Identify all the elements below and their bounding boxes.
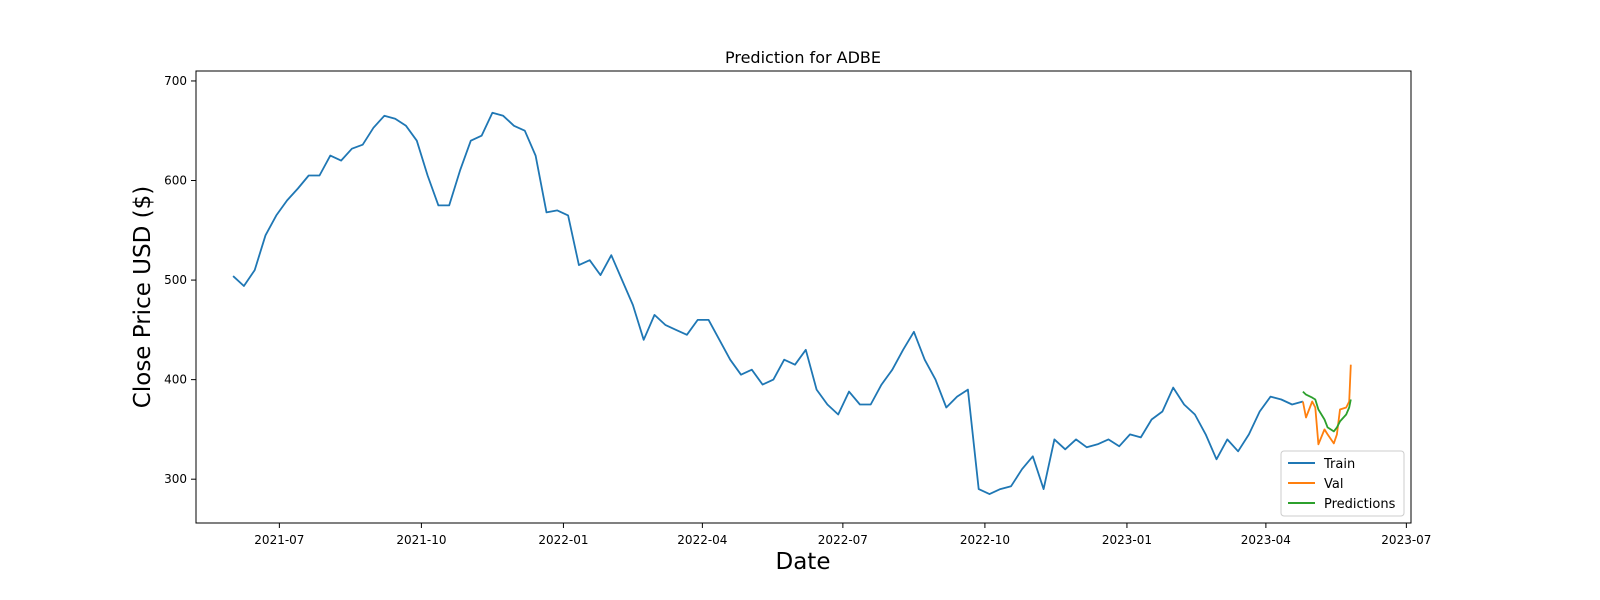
x-tick-label: 2022-10 (960, 533, 1010, 547)
x-tick-label: 2022-01 (538, 533, 588, 547)
x-tick-label: 2021-10 (396, 533, 446, 547)
y-axis-label: Close Price USD ($) (130, 186, 156, 408)
y-tick-label: 300 (164, 472, 187, 486)
legend-box (1280, 450, 1405, 517)
x-tick-label: 2023-07 (1381, 533, 1431, 547)
chart-title: Prediction for ADBE (725, 48, 881, 67)
x-tick-label: 2023-01 (1102, 533, 1152, 547)
y-tick-label: 600 (164, 174, 187, 188)
x-tick-label: 2023-04 (1241, 533, 1291, 547)
series-line-train (232, 111, 1304, 496)
x-tick-label: 2022-07 (818, 533, 868, 547)
legend: Train Val Predictions (1280, 450, 1405, 517)
y-tick-label: 500 (164, 273, 187, 287)
x-tick-label: 2021-07 (254, 533, 304, 547)
legend-label-train: Train (1323, 457, 1355, 472)
x-tick-label: 2022-04 (677, 533, 727, 547)
series-line-val (1302, 364, 1352, 446)
legend-label-val: Val (1324, 477, 1343, 492)
y-tick-label: 400 (164, 373, 187, 387)
plot-area-frame (195, 70, 1412, 524)
x-axis-label: Date (776, 549, 831, 575)
y-tick-label: 700 (164, 74, 187, 88)
legend-label-predictions: Predictions (1324, 497, 1396, 512)
series-line-predictions (1302, 390, 1352, 433)
